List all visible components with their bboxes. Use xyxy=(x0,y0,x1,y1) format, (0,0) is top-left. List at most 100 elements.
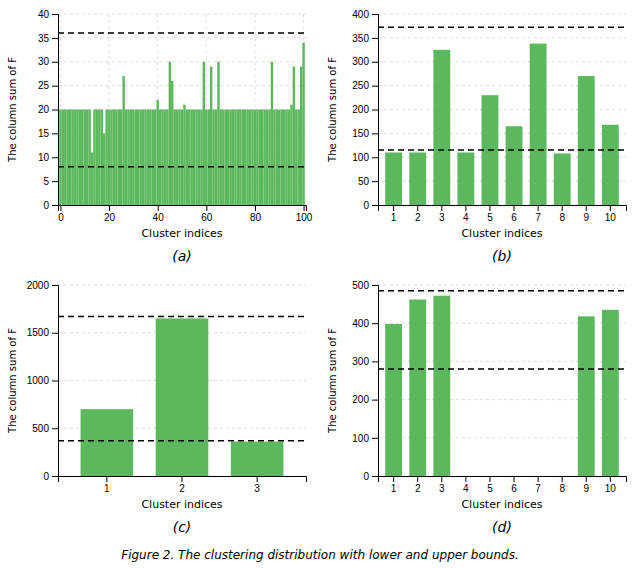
bar xyxy=(285,110,287,206)
y-tick-label: 200 xyxy=(352,394,369,405)
x-tick-label: 20 xyxy=(104,212,116,223)
bar xyxy=(554,153,571,205)
x-grid-line xyxy=(109,14,110,205)
panel: 0500100015002000123Cluster indicesThe co… xyxy=(7,280,307,535)
bar xyxy=(283,110,285,206)
y-tick: 200 xyxy=(352,104,378,115)
x-tick-label: 1 xyxy=(391,212,397,223)
bar xyxy=(208,110,210,206)
y-tick: 150 xyxy=(352,128,378,139)
x-tick-mark xyxy=(562,205,563,211)
grid xyxy=(58,285,306,476)
y-tick-mark xyxy=(372,438,378,439)
x-tick: 4 xyxy=(463,476,469,494)
y-tick-mark xyxy=(52,428,58,429)
x-axis-title: Cluster indices xyxy=(141,498,222,511)
x-tick: 3 xyxy=(439,205,445,223)
y-tick: 0 xyxy=(363,200,378,211)
bar xyxy=(127,110,129,206)
x-tick-label: 8 xyxy=(559,483,565,494)
y-tick: 100 xyxy=(352,433,378,444)
bar xyxy=(76,110,78,206)
bar xyxy=(288,110,290,206)
bar xyxy=(195,110,197,206)
x-tick: 5 xyxy=(487,205,493,223)
bar xyxy=(132,110,134,206)
y-tick-mark xyxy=(372,133,378,134)
bar xyxy=(210,67,212,205)
y-tick-label: 100 xyxy=(352,433,369,444)
bar xyxy=(161,110,163,206)
bar xyxy=(263,110,265,206)
bar xyxy=(256,110,258,206)
y-grid-line xyxy=(58,61,306,62)
x-grid-line xyxy=(206,14,207,205)
bar xyxy=(261,110,263,206)
bar xyxy=(156,100,158,205)
x-tick-mark xyxy=(60,205,61,211)
bar xyxy=(183,105,185,205)
y-axis-line xyxy=(372,15,379,206)
y-tick: 500 xyxy=(32,423,58,434)
bar xyxy=(152,110,154,206)
x-tick-label: 10 xyxy=(605,212,617,223)
bar xyxy=(409,300,426,476)
y-tick-mark xyxy=(372,400,378,401)
bar xyxy=(231,442,284,476)
x-tick-mark xyxy=(489,205,490,211)
x-tick-mark xyxy=(158,205,159,211)
bar xyxy=(135,110,137,206)
x-grid-line xyxy=(254,14,255,205)
plot-area xyxy=(58,33,306,205)
y-tick-mark xyxy=(372,323,378,324)
bar xyxy=(225,110,227,206)
bar xyxy=(137,110,139,206)
x-tick: 5 xyxy=(487,476,493,494)
bar xyxy=(205,110,207,206)
y-tick: 0 xyxy=(43,200,58,211)
x-tick-mark xyxy=(514,205,515,211)
y-tick-mark xyxy=(52,181,58,182)
x-tick-label: 7 xyxy=(535,483,541,494)
bar xyxy=(186,110,188,206)
y-tick-mark xyxy=(372,361,378,362)
bar xyxy=(88,110,90,206)
x-axis-line xyxy=(379,477,627,483)
bar xyxy=(249,110,251,206)
bar xyxy=(67,110,69,206)
bar xyxy=(222,110,224,206)
bar xyxy=(530,44,547,205)
bar xyxy=(293,67,295,205)
x-axis: 12345678910 xyxy=(379,205,627,223)
x-tick-label: 3 xyxy=(439,483,445,494)
y-tick-mark xyxy=(52,333,58,334)
x-tick-label: 6 xyxy=(511,483,517,494)
y-tick: 300 xyxy=(352,356,378,367)
y-tick: 400 xyxy=(352,9,378,20)
bar xyxy=(232,110,234,206)
bar xyxy=(212,110,214,206)
x-tick: 2 xyxy=(415,476,421,494)
bar xyxy=(125,110,127,206)
x-axis-title: Cluster indices xyxy=(141,227,222,240)
y-tick-mark xyxy=(52,381,58,382)
x-tick: 100 xyxy=(296,205,313,223)
y-axis-title: The column sum of F xyxy=(7,328,18,434)
bar xyxy=(266,110,268,206)
bar xyxy=(554,476,571,477)
plot-area xyxy=(378,27,626,205)
bar xyxy=(191,110,193,206)
x-tick-mark xyxy=(441,476,442,482)
y-tick: 2000 xyxy=(27,280,58,291)
bar xyxy=(101,110,103,206)
bar xyxy=(103,133,105,205)
bar xyxy=(246,110,248,206)
x-tick-label: 4 xyxy=(463,212,469,223)
x-tick-mark xyxy=(255,205,256,211)
y-tick: 20 xyxy=(38,104,58,115)
bar xyxy=(602,125,619,205)
y-tick: 400 xyxy=(352,318,378,329)
y-axis-title: The column sum of F xyxy=(327,57,338,163)
panel: 0510152025303540020406080100Cluster indi… xyxy=(7,9,313,264)
figure: 0510152025303540020406080100Cluster indi… xyxy=(0,0,640,568)
